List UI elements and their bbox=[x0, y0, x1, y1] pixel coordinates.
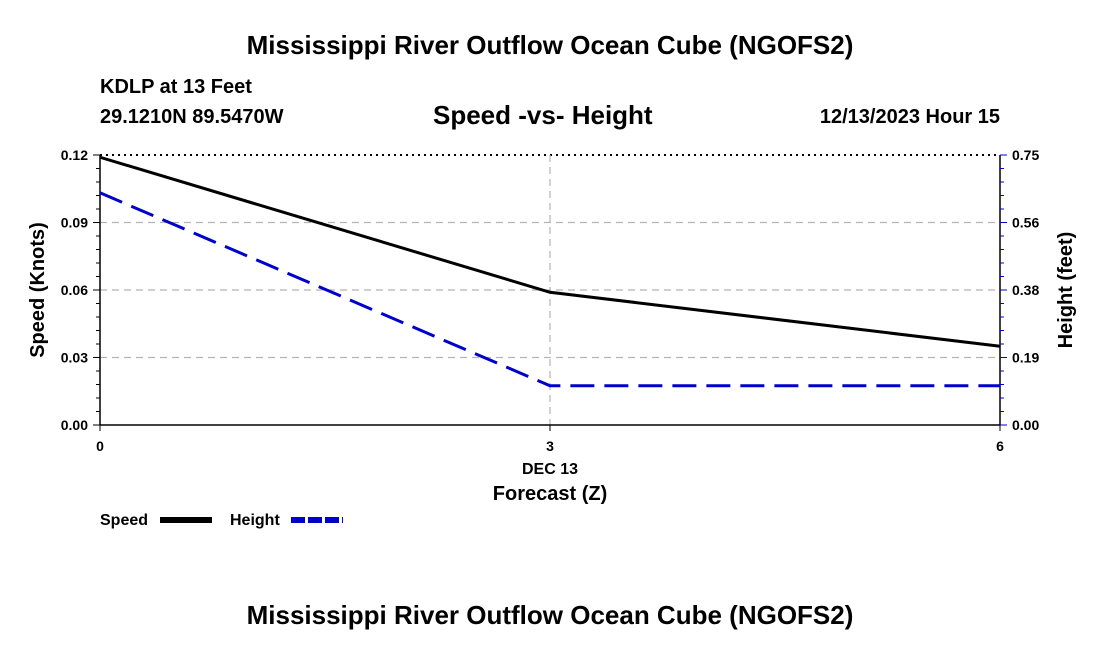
footer-title: Mississippi River Outflow Ocean Cube (NG… bbox=[246, 600, 854, 630]
right-tick-label: 0.38 bbox=[1012, 282, 1039, 298]
x-tick-label: 6 bbox=[996, 438, 1004, 454]
x-date-label: DEC 13 bbox=[522, 461, 578, 478]
right-tick-label: 0.75 bbox=[1012, 147, 1039, 163]
left-tick-label: 0.06 bbox=[61, 282, 88, 298]
chart-subtitle: Speed -vs- Height bbox=[433, 100, 653, 130]
y-axis-title-left: Speed (Knots) bbox=[27, 222, 49, 358]
left-tick-label: 0.00 bbox=[61, 417, 88, 433]
left-tick-label: 0.03 bbox=[61, 350, 88, 366]
x-tick-label: 3 bbox=[546, 438, 554, 454]
speed-series-line bbox=[99, 155, 1001, 348]
legend-label-speed: Speed bbox=[100, 512, 148, 529]
x-tick-label: 0 bbox=[96, 438, 104, 454]
y-axis-title-right: Height (feet) bbox=[1055, 232, 1077, 349]
height-series-line bbox=[99, 191, 1000, 388]
x-axis-title: Forecast (Z) bbox=[493, 483, 607, 505]
left-tick-label: 0.09 bbox=[61, 215, 88, 231]
chart-title: Mississippi River Outflow Ocean Cube (NG… bbox=[246, 30, 854, 60]
right-tick-label: 0.00 bbox=[1012, 417, 1039, 433]
legend-label-height: Height bbox=[230, 512, 280, 529]
right-tick-label: 0.56 bbox=[1012, 215, 1039, 231]
coordinates-label: 29.1210N 89.5470W bbox=[100, 106, 284, 128]
right-tick-label: 0.19 bbox=[1012, 350, 1039, 366]
datetime-label: 12/13/2023 Hour 15 bbox=[819, 106, 1000, 128]
station-label: KDLP at 13 Feet bbox=[100, 76, 252, 98]
left-tick-label: 0.12 bbox=[61, 147, 88, 163]
